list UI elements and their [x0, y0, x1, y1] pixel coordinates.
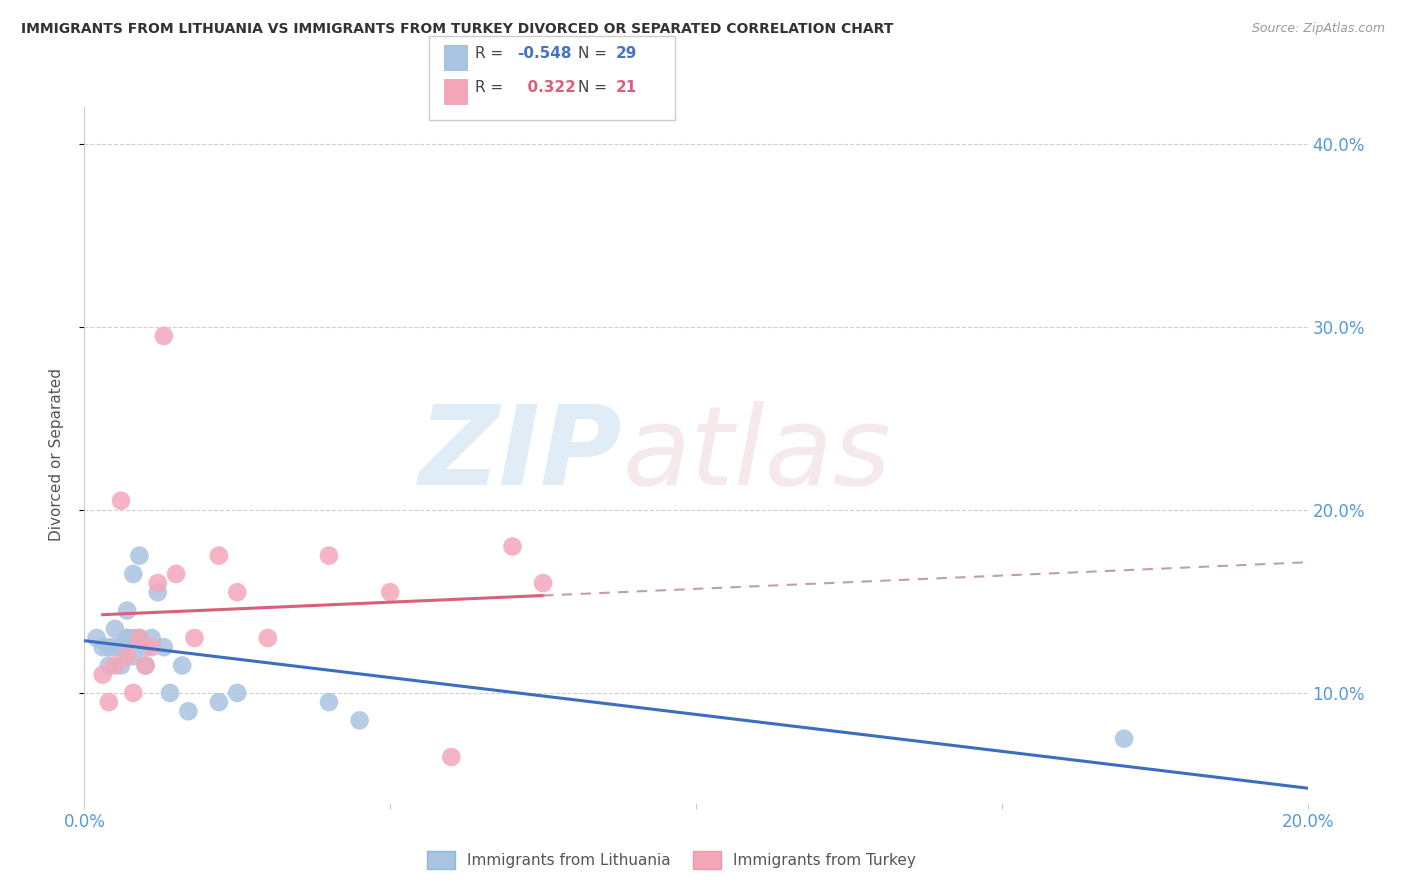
Text: 0.322: 0.322 — [517, 80, 576, 95]
Point — [208, 549, 231, 563]
Text: -0.548: -0.548 — [517, 46, 572, 61]
Point — [1114, 731, 1136, 746]
Point — [91, 667, 114, 681]
Point — [153, 640, 176, 655]
Point — [141, 631, 163, 645]
Point — [502, 540, 524, 554]
Point — [128, 549, 150, 563]
Point — [97, 695, 120, 709]
Point — [91, 640, 114, 655]
Point — [128, 631, 150, 645]
Point — [226, 686, 249, 700]
Point — [135, 658, 157, 673]
Point — [128, 631, 150, 645]
Text: N =: N = — [578, 46, 612, 61]
Point — [110, 493, 132, 508]
Point — [122, 686, 145, 700]
Point — [165, 566, 187, 581]
Point — [208, 695, 231, 709]
Point — [122, 649, 145, 664]
Point — [146, 576, 169, 591]
Point — [97, 658, 120, 673]
Point — [135, 640, 157, 655]
Point — [183, 631, 205, 645]
Point — [531, 576, 554, 591]
Point — [349, 714, 371, 728]
Text: 21: 21 — [616, 80, 637, 95]
Point — [177, 704, 200, 718]
Text: 29: 29 — [616, 46, 637, 61]
Text: N =: N = — [578, 80, 612, 95]
Point — [257, 631, 280, 645]
Point — [153, 329, 176, 343]
Text: IMMIGRANTS FROM LITHUANIA VS IMMIGRANTS FROM TURKEY DIVORCED OR SEPARATED CORREL: IMMIGRANTS FROM LITHUANIA VS IMMIGRANTS … — [21, 22, 893, 37]
Point — [115, 649, 138, 664]
Point — [226, 585, 249, 599]
Point — [115, 631, 138, 645]
Point — [86, 631, 108, 645]
Point — [318, 549, 340, 563]
Point — [115, 603, 138, 617]
Point — [318, 695, 340, 709]
Point — [146, 585, 169, 599]
Point — [104, 622, 127, 636]
Point — [172, 658, 194, 673]
Point — [110, 640, 132, 655]
Point — [122, 566, 145, 581]
Point — [104, 658, 127, 673]
Point — [440, 750, 463, 764]
Point — [380, 585, 402, 599]
Text: atlas: atlas — [623, 401, 891, 508]
Text: ZIP: ZIP — [419, 401, 623, 508]
Y-axis label: Divorced or Separated: Divorced or Separated — [49, 368, 63, 541]
Point — [97, 640, 120, 655]
Point — [104, 640, 127, 655]
Point — [122, 631, 145, 645]
Legend: Immigrants from Lithuania, Immigrants from Turkey: Immigrants from Lithuania, Immigrants fr… — [420, 846, 922, 875]
Point — [159, 686, 181, 700]
Point — [135, 658, 157, 673]
Point — [115, 631, 138, 645]
Text: R =: R = — [475, 46, 509, 61]
Text: R =: R = — [475, 80, 509, 95]
Point — [141, 640, 163, 655]
Point — [110, 658, 132, 673]
Text: Source: ZipAtlas.com: Source: ZipAtlas.com — [1251, 22, 1385, 36]
